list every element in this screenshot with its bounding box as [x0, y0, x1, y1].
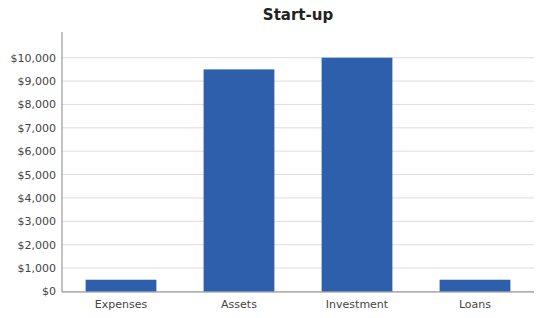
y-tick-label: $10,000	[11, 52, 57, 65]
grid-line	[62, 104, 534, 105]
grid-line	[62, 151, 534, 152]
y-tick-label: $8,000	[18, 98, 57, 111]
x-tick-label: Loans	[459, 298, 491, 311]
y-axis	[62, 32, 63, 292]
y-tick-label: $5,000	[18, 169, 57, 182]
x-axis	[62, 292, 534, 293]
chart: Start-up $0 $1,000 $2,000 $3,000 $4,000 $5,000…	[0, 0, 550, 318]
bar	[440, 280, 511, 292]
y-tick-label: $7,000	[18, 122, 57, 135]
x-tick-label: Assets	[221, 298, 257, 311]
y-tick-label: $3,000	[18, 215, 57, 228]
x-tick-label: Investment	[326, 298, 389, 311]
bars	[86, 58, 511, 292]
x-tick-label: Expenses	[95, 298, 148, 311]
bar	[204, 69, 275, 291]
y-tick-label: $0	[42, 285, 56, 298]
y-tick-label: $9,000	[18, 75, 57, 88]
grid-line	[62, 81, 534, 82]
y-tick-label: $6,000	[18, 145, 57, 158]
y-tick-label: $2,000	[18, 239, 57, 252]
grid-line	[62, 244, 534, 245]
grid-line	[62, 127, 534, 128]
bar	[86, 280, 157, 292]
grid-line	[62, 57, 534, 58]
grid-line	[62, 174, 534, 175]
grid-line	[62, 221, 534, 222]
y-tick-label: $1,000	[18, 262, 57, 275]
title: Start-up	[263, 6, 334, 24]
bar	[322, 58, 393, 292]
grid-line	[62, 268, 534, 269]
grid	[62, 58, 534, 292]
y-tick-label: $4,000	[18, 192, 57, 205]
grid-line	[62, 197, 534, 198]
